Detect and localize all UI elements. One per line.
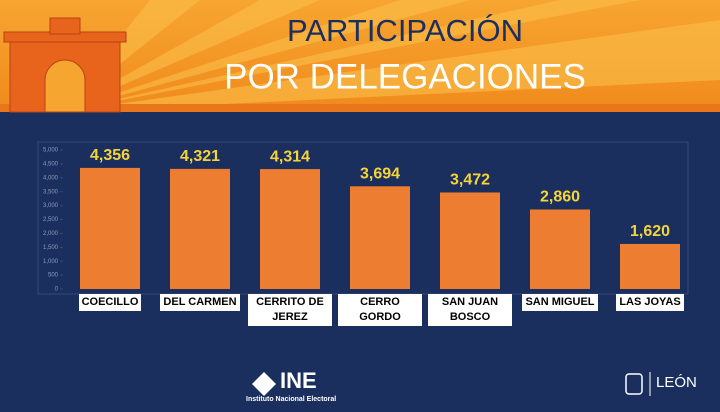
value-label: 3,694 xyxy=(360,166,400,183)
bar xyxy=(170,168,230,289)
category-box: SAN JUAN BOSCO xyxy=(425,294,515,326)
banner-edge xyxy=(0,104,720,112)
x-tick-label: DEL CARMEN xyxy=(160,294,240,311)
x-tick-label: CERRITO DE JEREZ xyxy=(248,294,332,326)
ine-name: Instituto Nacional Electoral xyxy=(246,396,336,403)
x-tick-label: SAN MIGUEL xyxy=(522,294,598,311)
y-tick-label: 3,500 xyxy=(43,189,59,195)
bar xyxy=(530,209,590,289)
value-label: 3,472 xyxy=(450,172,490,189)
category-box: COECILLO xyxy=(65,294,155,311)
bar xyxy=(80,167,140,289)
y-tick-label: 1,000 xyxy=(43,259,59,265)
y-tick-label: 2,000 xyxy=(43,231,59,237)
x-tick-label: SAN JUAN BOSCO xyxy=(428,294,512,326)
bar xyxy=(440,192,500,289)
y-tick-label: 1,500 xyxy=(43,245,59,251)
x-tick-label: LAS JOYAS xyxy=(616,294,684,311)
category-box: LAS JOYAS xyxy=(605,294,695,311)
y-tick-label: 500 xyxy=(48,273,59,279)
y-tick-label: 5,000 xyxy=(43,148,59,154)
value-label: 4,321 xyxy=(180,148,220,165)
leon-logo: LEÓN xyxy=(625,372,697,396)
y-tick-label: 2,500 xyxy=(43,217,59,223)
category-box: DEL CARMEN xyxy=(155,294,245,311)
category-box: CERRO GORDO xyxy=(335,294,425,326)
x-tick-label: COECILLO xyxy=(78,294,142,311)
category-box: SAN MIGUEL xyxy=(515,294,605,311)
city-text: LEÓN xyxy=(656,374,697,391)
value-label: 4,356 xyxy=(90,147,130,164)
chart-title: PARTICIPACIÓN xyxy=(287,13,523,48)
y-tick-label: 3,000 xyxy=(43,203,59,209)
x-tick-label: CERRO GORDO xyxy=(338,294,422,326)
value-label: 2,860 xyxy=(540,189,580,206)
y-tick-label: 0 xyxy=(55,287,59,293)
bar xyxy=(260,169,320,289)
chart-subtitle: POR DELEGACIONES xyxy=(224,57,586,96)
ine-logo: INE Instituto Nacional Electoral xyxy=(246,368,336,403)
bar xyxy=(620,243,680,289)
y-tick-label: 4,500 xyxy=(43,161,59,167)
value-label: 1,620 xyxy=(630,223,670,240)
category-box: CERRITO DE JEREZ xyxy=(245,294,335,326)
banner-rays xyxy=(60,0,720,112)
arch-icon xyxy=(3,17,127,113)
value-label: 4,314 xyxy=(270,148,310,165)
y-tick-label: 4,000 xyxy=(43,175,59,181)
ine-text: INE xyxy=(280,368,317,393)
bar xyxy=(350,186,410,289)
